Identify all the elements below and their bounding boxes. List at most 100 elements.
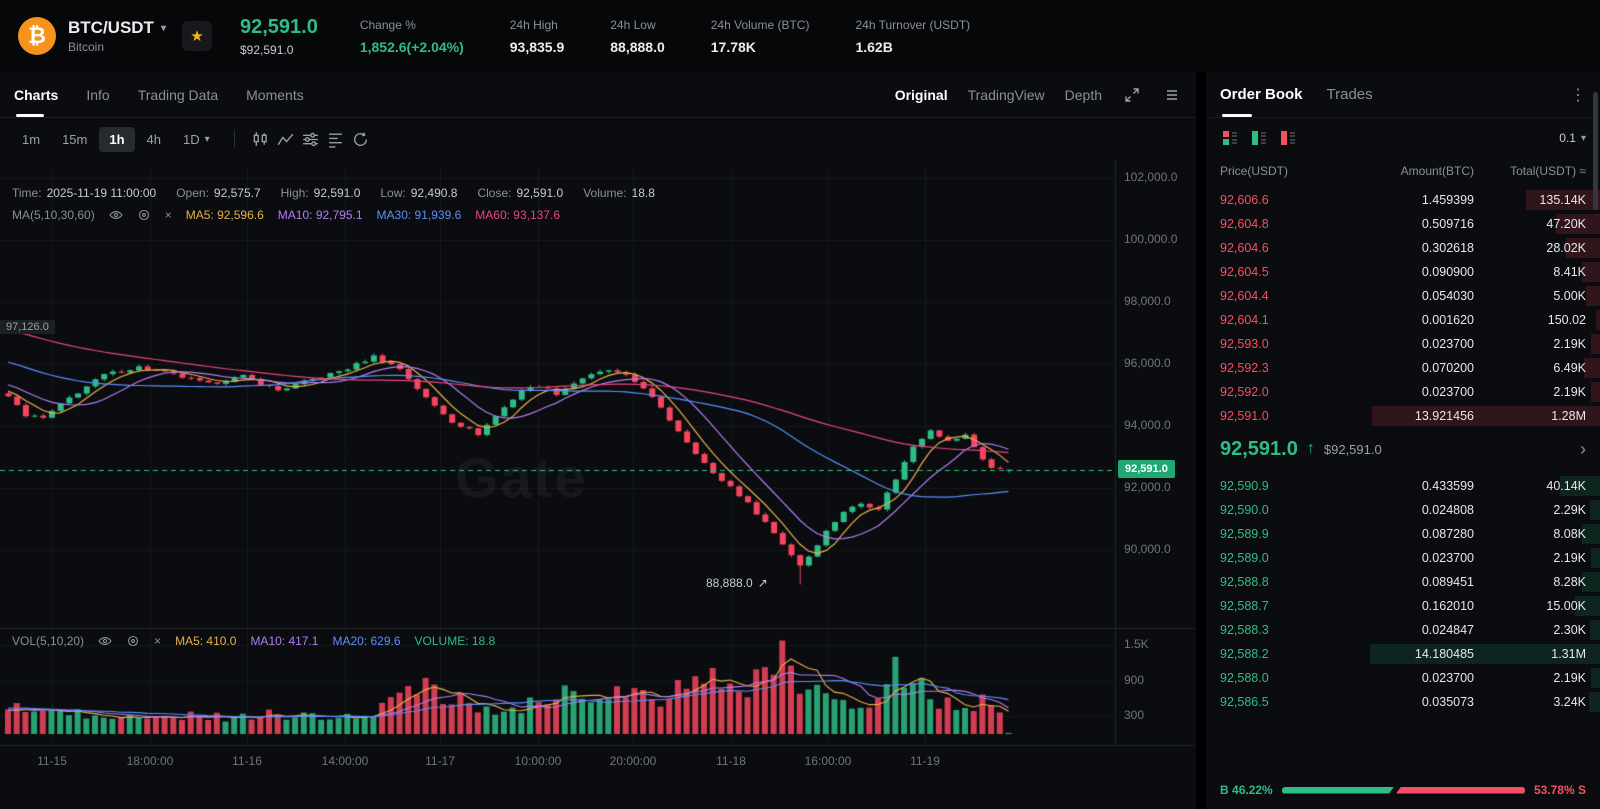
x-axis-label: 14:00:00 <box>321 754 369 768</box>
more-options-icon[interactable]: ⋮ <box>1570 86 1586 104</box>
close-icon[interactable]: × <box>164 208 172 222</box>
chevron-down-icon: ▾ <box>1580 132 1586 144</box>
header-stats: Change % 1,852.6(+2.04%) 24h High 93,835… <box>360 18 970 55</box>
candlestick-chart[interactable] <box>0 160 1196 809</box>
timeframe-1d[interactable]: 1D ▾ <box>183 131 210 147</box>
x-axis-label: 20:00:00 <box>609 754 657 768</box>
order-book-row[interactable]: 92,591.0 13.921456 1.28M <box>1206 404 1600 428</box>
pair-title: BTC/USDT <box>68 18 154 37</box>
order-book-row[interactable]: 92,588.7 0.162010 15.00K <box>1206 594 1600 618</box>
order-book-row[interactable]: 92,589.9 0.087280 8.08K <box>1206 522 1600 546</box>
mid-price-usd: $92,591.0 <box>1323 441 1382 457</box>
eye-icon[interactable] <box>98 634 112 648</box>
close-icon[interactable]: × <box>154 634 162 648</box>
expand-icon[interactable] <box>1122 85 1142 105</box>
order-book-row[interactable]: 92,592.0 0.023700 2.19K <box>1206 380 1600 404</box>
tab-charts[interactable]: Charts <box>14 73 58 117</box>
order-book-row[interactable]: 92,604.5 0.090900 8.41K <box>1206 260 1600 284</box>
ma10-value: MA10: 92,795.1 <box>277 208 363 222</box>
order-book-row[interactable]: 92,604.1 0.001620 150.02 <box>1206 308 1600 332</box>
chevron-down-icon: ▾ <box>204 133 210 145</box>
x-axis-label: 16:00:00 <box>804 754 852 768</box>
chart-toolbar: 1m 15m 1h 4h 1D ▾ <box>0 118 1196 160</box>
vol-ma10-value: MA10: 417.1 <box>250 634 319 648</box>
volume-value: VOLUME: 18.8 <box>414 634 496 648</box>
drawing-tools-icon[interactable] <box>324 128 347 151</box>
stat-change: Change % 1,852.6(+2.04%) <box>359 17 464 55</box>
pair-selector[interactable]: BTC/USDT ▾ Bitcoin <box>68 18 166 54</box>
timeframe-4h[interactable]: 4h <box>146 131 161 147</box>
order-book-row[interactable]: 92,592.3 0.070200 6.49K <box>1206 356 1600 380</box>
x-axis-label: 10:00:00 <box>514 754 562 768</box>
order-book-row[interactable]: 92,604.4 0.054030 5.00K <box>1206 284 1600 308</box>
asks-list: 92,606.6 1.459399 135.14K 92,604.8 0.509716… <box>1206 188 1600 428</box>
ma5-value: MA5: 92,596.6 <box>185 208 264 222</box>
x-axis-label: 11-15 <box>37 754 67 768</box>
order-book-row[interactable]: 92,604.8 0.509716 47.20K <box>1206 212 1600 236</box>
ohlc-info-line: Time: 2025-11-19 11:00:00 Open: 92,575.7 H… <box>12 186 655 200</box>
order-book-row[interactable]: 92,593.0 0.023700 2.19K <box>1206 332 1600 356</box>
ma60-value: MA60: 93,137.6 <box>475 208 560 222</box>
menu-icon[interactable] <box>1162 85 1182 105</box>
line-chart-icon[interactable] <box>274 128 297 151</box>
depth-bar <box>1596 310 1600 330</box>
view-depth[interactable]: Depth <box>1064 86 1102 103</box>
chevron-right-icon[interactable]: › <box>1580 438 1586 459</box>
depth-bar <box>1566 238 1600 258</box>
order-book-row[interactable]: 92,604.6 0.302618 28.02K <box>1206 236 1600 260</box>
depth-bar <box>1590 382 1600 402</box>
order-book-row[interactable]: 92,588.0 0.023700 2.19K <box>1206 666 1600 690</box>
last-price-usd: $92,591.0 <box>239 42 294 57</box>
timeframe-1m[interactable]: 1m <box>22 131 41 147</box>
price-up-arrow-icon: ↑ <box>1306 440 1315 457</box>
indicators-icon[interactable] <box>299 128 322 151</box>
book-view-asks-icon[interactable] <box>1278 128 1298 148</box>
timeframe-1h[interactable]: 1h <box>99 126 135 152</box>
timeframe-15m[interactable]: 15m <box>62 131 88 147</box>
tab-trades[interactable]: Trades <box>1326 86 1373 103</box>
sell-ratio-fill <box>1396 786 1525 794</box>
vol-ma20-value: MA20: 629.6 <box>332 634 401 648</box>
x-axis-label: 11-18 <box>716 754 746 768</box>
book-view-both-icon[interactable] <box>1220 128 1240 148</box>
order-book-row[interactable]: 92,586.5 0.035073 3.24K <box>1206 690 1600 714</box>
y-axis-label: 98,000.0 <box>1124 294 1171 308</box>
order-book-row[interactable]: 92,589.0 0.023700 2.19K <box>1206 546 1600 570</box>
eye-icon[interactable] <box>109 208 123 222</box>
volume-axis-label: 900 <box>1124 672 1145 687</box>
tab-order-book[interactable]: Order Book <box>1220 72 1303 117</box>
depth-bar <box>1581 524 1600 544</box>
settings-icon[interactable] <box>137 208 151 222</box>
order-book-row[interactable]: 92,588.8 0.089451 8.28K <box>1206 570 1600 594</box>
volume-axis-label: 1.5K <box>1124 637 1149 652</box>
depth-bar <box>1590 500 1600 520</box>
mid-price-row[interactable]: 92,591.0 ↑ $92,591.0 › <box>1206 428 1600 470</box>
order-book-panel: Order Book Trades ⋮ 0.1 ▾ Price(USDT) Am… <box>1206 72 1600 809</box>
book-view-bids-icon[interactable] <box>1249 128 1269 148</box>
order-book-row[interactable]: 92,588.3 0.024847 2.30K <box>1206 618 1600 642</box>
order-book-row[interactable]: 92,588.2 14.180485 1.31M <box>1206 642 1600 666</box>
order-book-row[interactable]: 92,590.9 0.433599 40.14K <box>1206 474 1600 498</box>
window-scrollbar[interactable] <box>1593 92 1598 210</box>
chart-region: Gate Time: 2025-11-19 11:00:00 Open: 92,57… <box>0 160 1196 809</box>
pair-subtitle: Bitcoin <box>68 40 105 54</box>
candlestick-style-icon[interactable] <box>249 128 272 151</box>
volume-axis-label: 300 <box>1124 708 1145 723</box>
order-book-row[interactable]: 92,606.6 1.459399 135.14K <box>1206 188 1600 212</box>
view-tradingview[interactable]: TradingView <box>967 86 1045 103</box>
tab-moments[interactable]: Moments <box>246 86 304 103</box>
view-original[interactable]: Original <box>894 86 948 103</box>
x-axis-label: 11-19 <box>910 754 940 768</box>
chevron-down-icon: ▾ <box>160 22 166 34</box>
depth-bar <box>1590 334 1600 354</box>
favorite-star-button[interactable]: ★ <box>181 21 212 51</box>
tab-trading-data[interactable]: Trading Data <box>137 86 219 103</box>
ratio-bar <box>1282 786 1525 794</box>
settings-icon[interactable] <box>126 634 140 648</box>
refresh-icon[interactable] <box>349 128 372 151</box>
order-book-row[interactable]: 92,590.0 0.024808 2.29K <box>1206 498 1600 522</box>
precision-dropdown[interactable]: 0.1 ▾ <box>1559 131 1586 145</box>
depth-bar <box>1581 262 1600 282</box>
x-axis-label: 11-17 <box>425 754 455 768</box>
tab-info[interactable]: Info <box>86 86 110 103</box>
